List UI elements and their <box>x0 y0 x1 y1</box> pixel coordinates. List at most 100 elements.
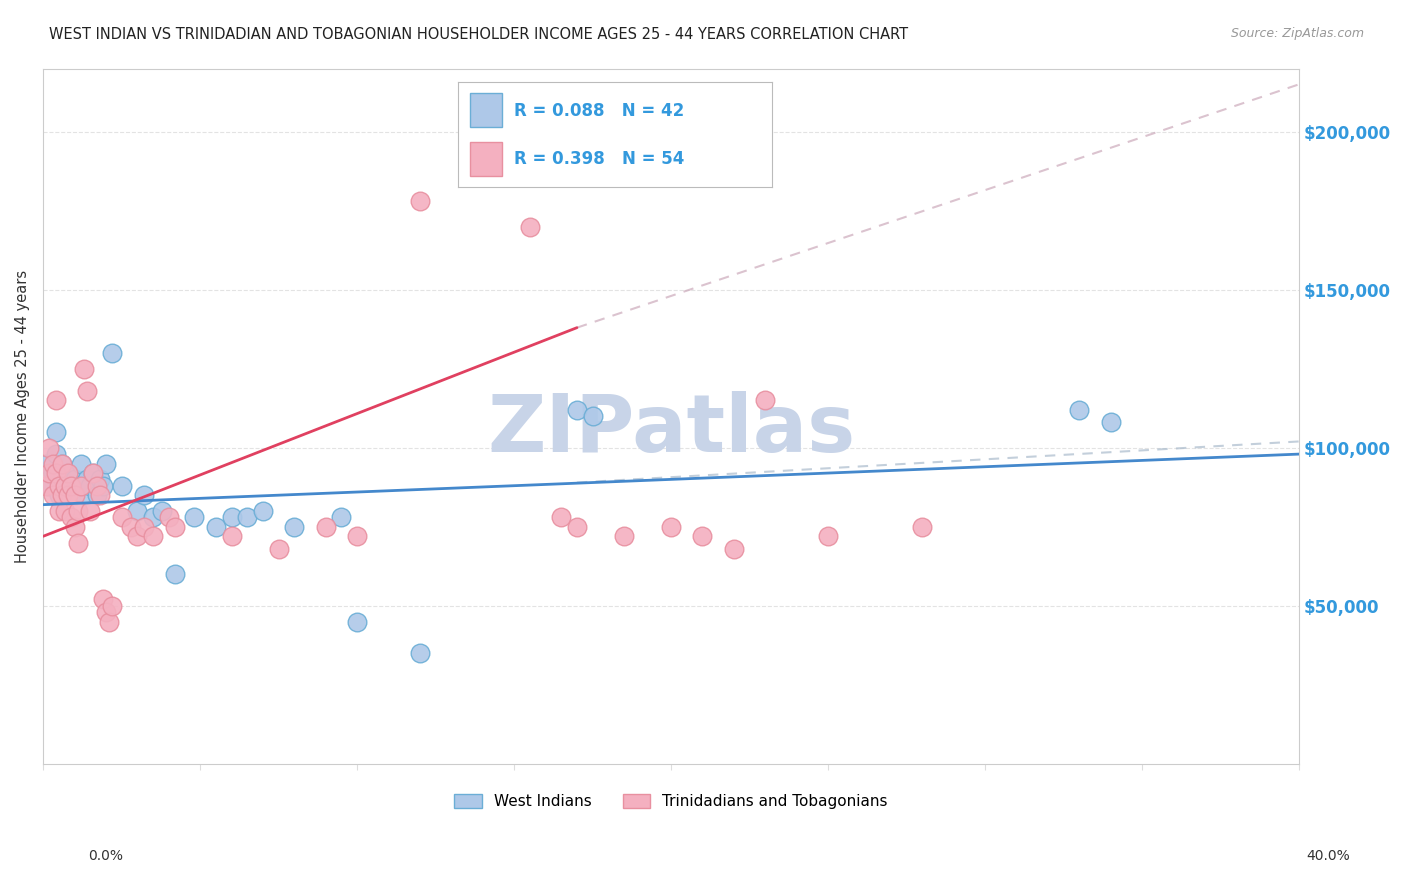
Point <box>63 472 86 486</box>
Point <box>45 447 67 461</box>
Point <box>346 615 368 629</box>
Point <box>817 529 839 543</box>
Y-axis label: Householder Income Ages 25 - 44 years: Householder Income Ages 25 - 44 years <box>15 269 30 563</box>
Point <box>267 541 290 556</box>
Point <box>1069 402 1091 417</box>
Point <box>221 529 243 543</box>
Point <box>41 488 63 502</box>
Point <box>70 479 93 493</box>
Point <box>63 520 86 534</box>
Point <box>221 510 243 524</box>
Point <box>723 541 745 556</box>
Point <box>66 504 89 518</box>
Point <box>142 510 165 524</box>
Point <box>45 466 67 480</box>
Text: WEST INDIAN VS TRINIDADIAN AND TOBAGONIAN HOUSEHOLDER INCOME AGES 25 - 44 YEARS : WEST INDIAN VS TRINIDADIAN AND TOBAGONIA… <box>49 27 908 42</box>
Point <box>550 510 572 524</box>
Point <box>613 529 636 543</box>
Point <box>205 520 228 534</box>
Text: ZIPatlas: ZIPatlas <box>486 391 855 469</box>
Point <box>48 488 70 502</box>
Point <box>409 646 432 660</box>
Point <box>38 479 60 493</box>
Point <box>120 520 142 534</box>
Point <box>82 466 104 480</box>
Point <box>111 479 134 493</box>
Point <box>58 466 80 480</box>
Point <box>45 425 67 439</box>
Text: Source: ZipAtlas.com: Source: ZipAtlas.com <box>1230 27 1364 40</box>
Point <box>330 510 353 524</box>
Point <box>38 466 60 480</box>
Point <box>53 504 76 518</box>
Point <box>565 402 588 417</box>
Point <box>911 520 934 534</box>
Point <box>86 488 108 502</box>
Legend: West Indians, Trinidadians and Tobagonians: West Indians, Trinidadians and Tobagonia… <box>449 788 894 815</box>
Point <box>51 472 73 486</box>
Point <box>66 535 89 549</box>
Point <box>94 605 117 619</box>
Point <box>1099 416 1122 430</box>
Point <box>79 504 101 518</box>
Point <box>41 466 63 480</box>
Point <box>754 393 776 408</box>
Point <box>86 479 108 493</box>
Point <box>60 510 83 524</box>
Point <box>48 504 70 518</box>
Point <box>127 529 149 543</box>
Point <box>60 488 83 502</box>
Point <box>236 510 259 524</box>
Point <box>89 472 111 486</box>
Point <box>89 488 111 502</box>
Point <box>346 529 368 543</box>
Point <box>76 384 98 398</box>
Text: 40.0%: 40.0% <box>1306 849 1351 863</box>
Point <box>659 520 682 534</box>
Point <box>111 510 134 524</box>
Point <box>101 346 124 360</box>
Point <box>692 529 714 543</box>
Point <box>41 457 63 471</box>
Point <box>76 472 98 486</box>
Point <box>48 479 70 493</box>
Point <box>73 361 96 376</box>
Point <box>45 393 67 408</box>
Point <box>73 488 96 502</box>
Point <box>35 457 58 471</box>
Point <box>98 615 121 629</box>
Point <box>252 504 274 518</box>
Point <box>38 441 60 455</box>
Point <box>91 479 114 493</box>
Point <box>101 599 124 613</box>
Point <box>132 488 155 502</box>
Point <box>51 488 73 502</box>
Point <box>58 488 80 502</box>
Point <box>409 194 432 209</box>
Point <box>165 520 187 534</box>
Point <box>51 457 73 471</box>
Point <box>91 592 114 607</box>
Text: 0.0%: 0.0% <box>89 849 122 863</box>
Point <box>142 529 165 543</box>
Point <box>183 510 205 524</box>
Point <box>51 457 73 471</box>
Point <box>58 466 80 480</box>
Point <box>315 520 337 534</box>
Point <box>66 479 89 493</box>
Point <box>60 479 83 493</box>
Point <box>283 520 305 534</box>
Point <box>79 479 101 493</box>
Point <box>152 504 174 518</box>
Point <box>70 457 93 471</box>
Point <box>53 479 76 493</box>
Point <box>82 466 104 480</box>
Point <box>165 567 187 582</box>
Point <box>53 479 76 493</box>
Point <box>581 409 603 424</box>
Point <box>63 488 86 502</box>
Point <box>94 457 117 471</box>
Point <box>565 520 588 534</box>
Point <box>132 520 155 534</box>
Point <box>157 510 180 524</box>
